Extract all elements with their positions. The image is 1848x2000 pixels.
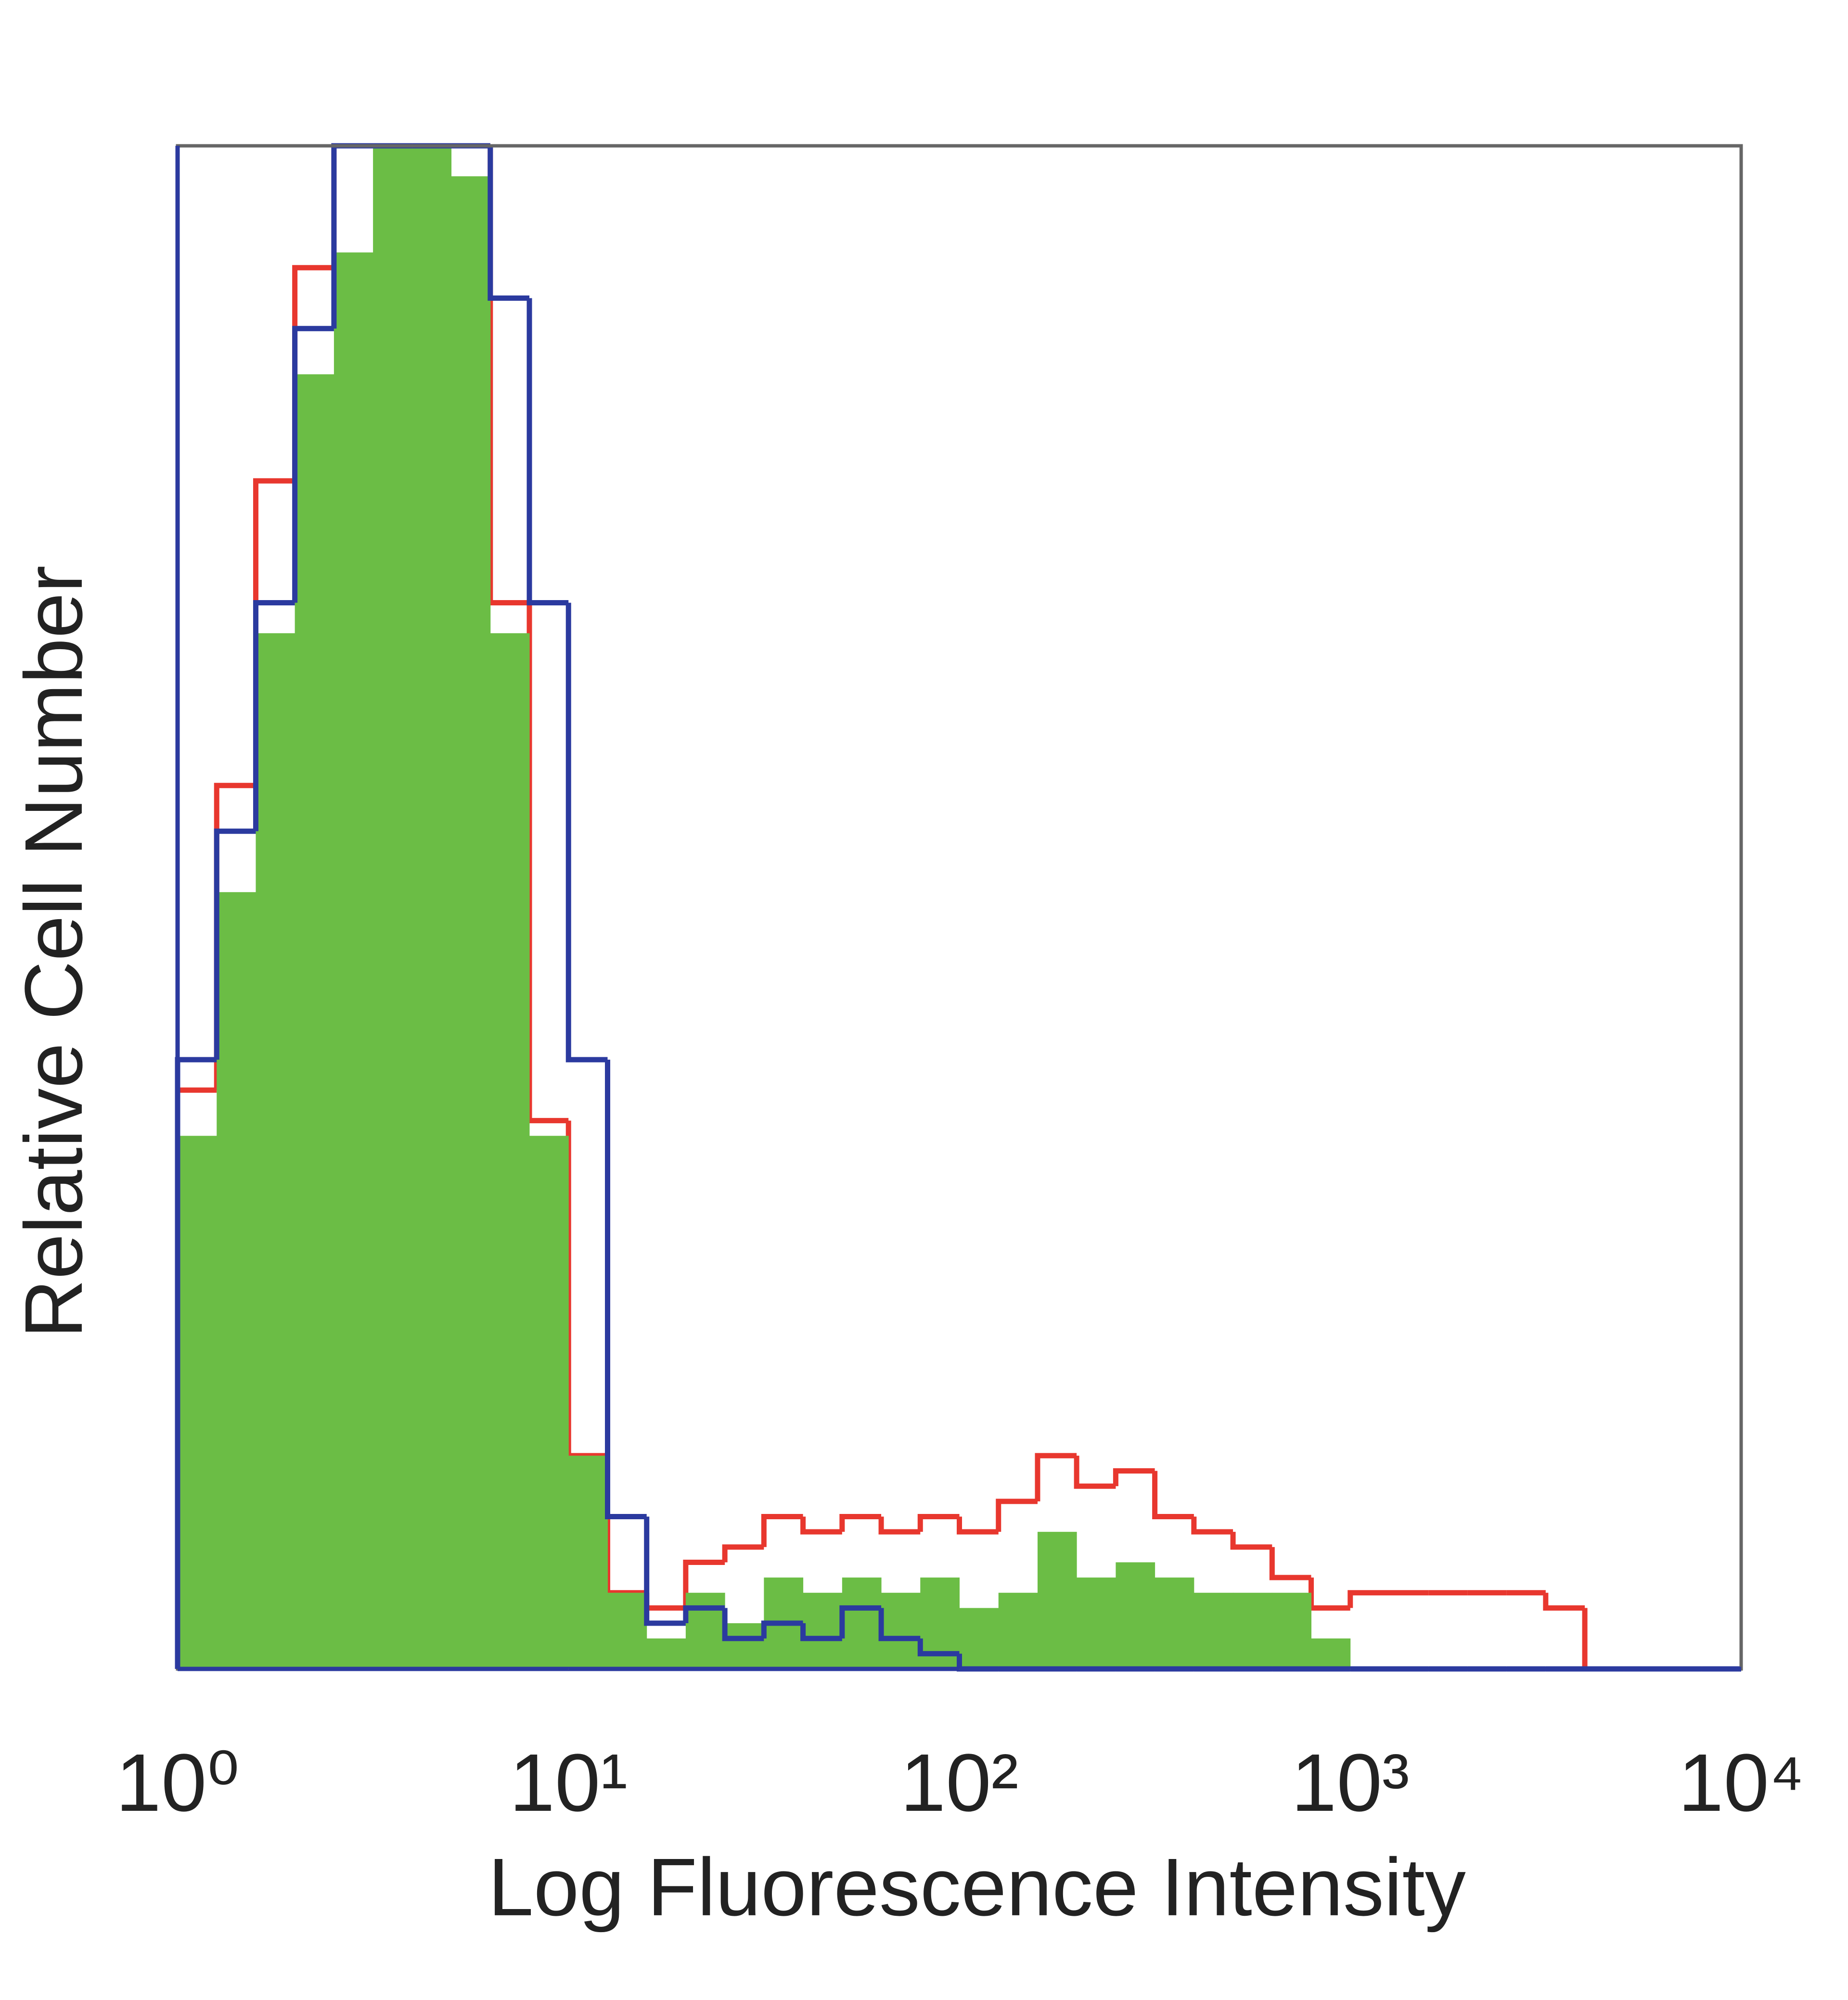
histogram-step (1348, 1590, 1389, 1608)
histogram-bar (451, 176, 491, 1669)
histogram-step (331, 143, 373, 268)
histogram-step (644, 1592, 686, 1611)
histogram-step (1191, 1516, 1233, 1535)
histogram-step (839, 1514, 882, 1532)
histogram-step (526, 298, 569, 605)
histogram-bar (412, 146, 452, 1669)
histogram-bar (217, 892, 256, 1669)
histogram-step (722, 1544, 764, 1563)
histogram-step (1152, 1471, 1194, 1519)
histogram-step (839, 1605, 882, 1639)
histogram-step (878, 1608, 921, 1641)
x-tick-label: 10⁴ (1678, 1737, 1804, 1829)
x-tick-label: 10² (900, 1737, 1019, 1829)
histogram-step (957, 1516, 999, 1535)
histogram-step (605, 1060, 647, 1519)
histogram-step (800, 1623, 842, 1641)
histogram-step (683, 1605, 725, 1624)
histogram-step (761, 1620, 803, 1639)
histogram-step (292, 326, 334, 603)
histogram-step (1269, 1547, 1311, 1580)
histogram-bar (295, 374, 334, 1669)
histogram-bar (803, 1592, 843, 1669)
y-axis-label: Relative Cell Number (8, 565, 100, 1338)
x-axis-label: Log Fluorescence Intensity (488, 1842, 1466, 1933)
histogram-bar (1116, 1562, 1155, 1669)
histogram-step (1035, 1453, 1077, 1501)
histogram-bar (529, 1136, 569, 1669)
histogram-bar (998, 1592, 1038, 1669)
histogram-bar (373, 146, 412, 1669)
x-tick-label: 10³ (1291, 1737, 1410, 1829)
histogram-step (488, 146, 530, 605)
histogram-step (761, 1514, 803, 1547)
histogram-bar (256, 633, 295, 1669)
histogram-step (565, 1120, 608, 1459)
histogram-bar (1194, 1592, 1233, 1669)
histogram-step (1230, 1532, 1272, 1550)
histogram-step (1582, 1608, 1624, 1672)
histogram-bar (646, 1638, 686, 1669)
histogram-bar (1311, 1638, 1351, 1669)
histogram-bar (1272, 1592, 1312, 1669)
histogram-bar (881, 1592, 921, 1669)
histogram-step (917, 1514, 960, 1532)
histogram-bar (1037, 1532, 1077, 1669)
histogram-step (1543, 1592, 1585, 1611)
histogram-bar (178, 1136, 217, 1669)
histogram-bar (568, 1455, 608, 1669)
histogram-bar (1077, 1577, 1116, 1669)
histogram-step (1309, 1577, 1350, 1611)
histogram-step (214, 828, 256, 1060)
histogram-step (800, 1516, 842, 1535)
histogram-step (253, 600, 295, 832)
histogram-bar (1155, 1577, 1194, 1669)
histogram-bar (490, 633, 530, 1669)
histogram-bar (842, 1577, 882, 1669)
histogram-bar (685, 1592, 725, 1669)
histogram-step (565, 603, 608, 1063)
histogram-step (996, 1499, 1038, 1532)
histogram-bar (334, 252, 373, 1669)
histogram-step (526, 603, 569, 1124)
histogram-bar (607, 1592, 647, 1669)
x-tick-label: 10⁰ (116, 1737, 239, 1829)
histogram-step (1113, 1468, 1155, 1487)
histogram-step (878, 1516, 921, 1535)
histogram-bar (959, 1608, 999, 1669)
histogram-step (722, 1608, 764, 1641)
histogram-bar (1233, 1592, 1272, 1669)
histogram-bar (725, 1623, 764, 1669)
histogram-step (644, 1516, 686, 1626)
histogram-step (605, 1455, 647, 1596)
histogram-step (1074, 1455, 1116, 1489)
histogram-step (917, 1638, 960, 1656)
histogram-step (488, 146, 530, 301)
x-tick-label: 10¹ (509, 1737, 628, 1829)
